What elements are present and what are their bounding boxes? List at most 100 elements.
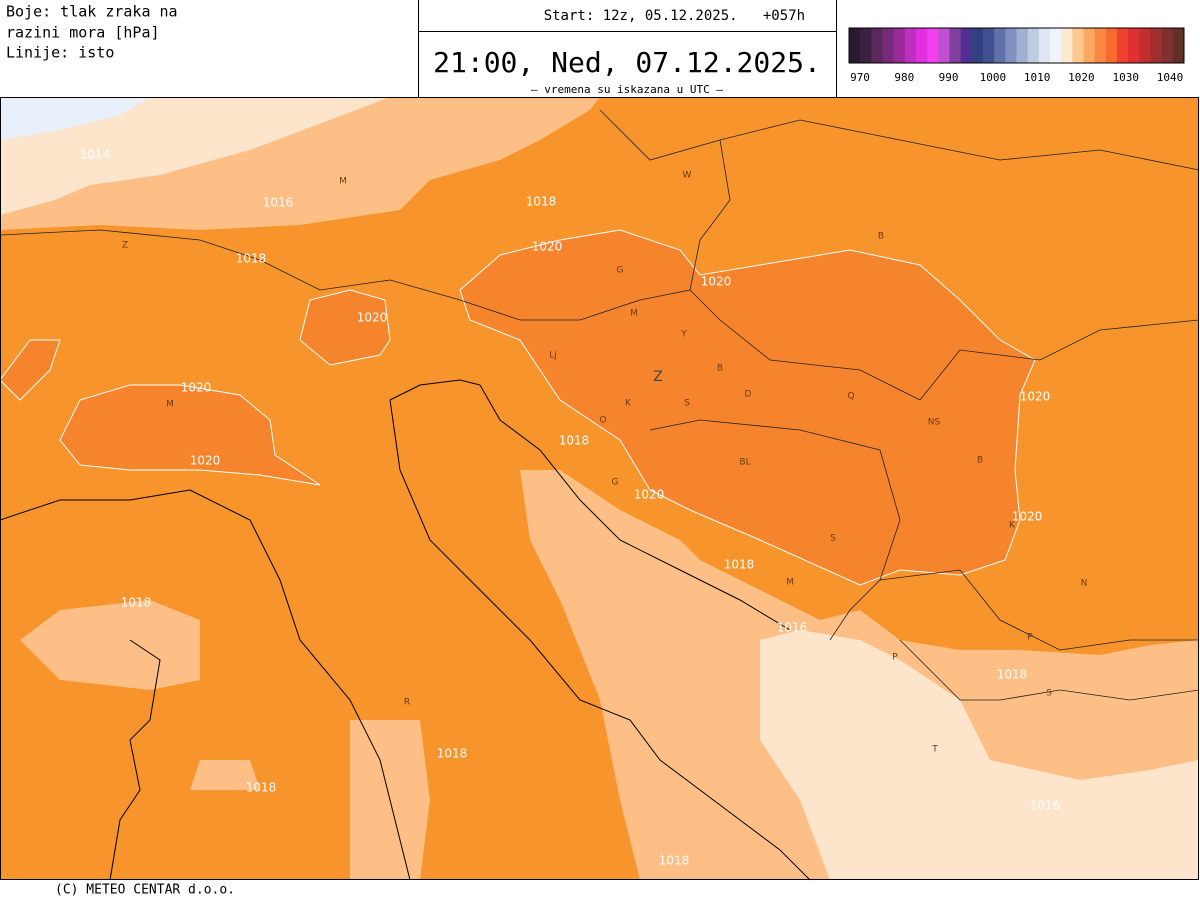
- contour-label: 1018: [559, 434, 590, 448]
- contour-label: 1018: [724, 558, 755, 572]
- colorbar-tick-label: 1030: [1112, 71, 1139, 84]
- place-label: Lj: [549, 351, 557, 361]
- colorbar-cell: [949, 28, 962, 63]
- colorbar-tick-label: 1040: [1157, 71, 1184, 84]
- map-labels: 1014 1016 1018 1018 1020 1020 1020 1020 1020 1020…: [80, 148, 1088, 868]
- colorbar-tick-label: 990: [939, 71, 959, 84]
- colorbar-frame: [848, 27, 1185, 64]
- region-1020: [459, 229, 1036, 586]
- colorbar-cell: [1050, 28, 1062, 63]
- valid-time: 21:00, Ned, 07.12.2025.: [433, 46, 821, 79]
- region-1020: [59, 384, 321, 486]
- place-label: B: [977, 456, 983, 466]
- contour-label: 1020: [357, 311, 388, 325]
- legend-line: Boje: tlak zraka na: [6, 3, 178, 21]
- colorbar-tick-label: 980: [894, 71, 914, 84]
- region-1014: [0, 97, 390, 215]
- run-info: Start: 12z, 05.12.2025. +057h: [544, 8, 805, 24]
- region-1016: [190, 760, 260, 790]
- contour-label: 1018: [437, 747, 468, 761]
- place-label: S: [1046, 689, 1052, 699]
- colorbar-cell: [1161, 28, 1174, 63]
- colorbar-cell: [893, 28, 906, 63]
- colorbar-cell: [1105, 28, 1118, 63]
- place-label: G: [612, 478, 619, 488]
- place-label: O: [599, 416, 606, 426]
- colorbar-cell: [1027, 28, 1040, 63]
- colorbar-cell: [960, 28, 973, 63]
- colorbar-cell: [1038, 28, 1051, 63]
- place-label: D: [745, 390, 752, 400]
- contour-label: 1016: [1030, 799, 1061, 813]
- place-label: R: [404, 698, 410, 708]
- contour-label: 1020: [190, 454, 221, 468]
- colorbar-tick-label: 1000: [980, 71, 1007, 84]
- colorbar-cell: [983, 28, 995, 63]
- contour-label: 1020: [1012, 510, 1043, 524]
- place-label: P: [892, 653, 898, 663]
- place-label: P: [1027, 633, 1033, 643]
- contour-label: 1020: [701, 275, 732, 289]
- place-label: M: [339, 177, 347, 187]
- contour-label: 1016: [263, 196, 294, 210]
- colorbar-cell: [871, 28, 883, 63]
- region-1016: [20, 600, 200, 690]
- colorbar-cell: [1061, 28, 1073, 63]
- place-label: NS: [928, 418, 941, 428]
- colorbar-cell: [1150, 28, 1163, 63]
- place-label: B: [878, 232, 884, 242]
- contour-label: 1018: [526, 195, 557, 209]
- place-label: K: [625, 399, 632, 409]
- colorbar-cell: [1117, 28, 1129, 63]
- place-label: M: [166, 400, 174, 410]
- place-label: M: [786, 578, 794, 588]
- map-frame: [0, 97, 1199, 880]
- place-label: Q: [847, 392, 854, 402]
- colorbar-cell: [1139, 28, 1151, 63]
- colorbar-cell: [1128, 28, 1140, 63]
- colorbar-cell: [916, 28, 928, 63]
- contour-label: 1020: [1020, 390, 1051, 404]
- utc-note: – vremena su iskazana u UTC –: [531, 83, 723, 96]
- colorbar-cell: [849, 28, 861, 63]
- place-label: W: [683, 171, 692, 181]
- copyright: (C) METEO CENTAR d.o.o.: [55, 883, 235, 898]
- colorbar-tick-label: 1020: [1068, 71, 1095, 84]
- colorbar-cell: [927, 28, 939, 63]
- place-label: M: [630, 309, 638, 319]
- region-1012: [0, 97, 150, 140]
- map: 1014 1016 1018 1018 1020 1020 1020 1020 1020 1020…: [0, 97, 1200, 881]
- coastlines: [0, 379, 811, 881]
- colorbar-tick-label: 970: [850, 71, 870, 84]
- contour-label: 1020: [532, 240, 563, 254]
- colorbar-cell: [1016, 28, 1029, 63]
- place-label: Y: [680, 330, 687, 340]
- colorbar-cell: [938, 28, 950, 63]
- contour-label: 1018: [121, 596, 152, 610]
- contour-label: 1016: [777, 621, 808, 635]
- colorbar: 970 980 990 1000 1010 1020 1030 1040: [848, 27, 1185, 84]
- place-label: Z: [122, 241, 128, 251]
- legend-line: razini mora [hPa]: [6, 24, 160, 42]
- colorbar-cell: [1172, 28, 1185, 63]
- borders: [0, 109, 1200, 701]
- contour-label: 1018: [246, 781, 277, 795]
- contour-label: 1018: [659, 854, 690, 868]
- colorbar-cell: [882, 28, 895, 63]
- place-label: Z: [653, 369, 663, 385]
- contour-label: 1020: [634, 488, 665, 502]
- colorbar-cell: [1005, 28, 1017, 63]
- region-1014: [760, 630, 1199, 880]
- colorbar-cell: [860, 28, 872, 63]
- place-label: K: [1009, 521, 1016, 531]
- contour-label: 1018: [997, 668, 1028, 682]
- colorbar-cell: [994, 28, 1006, 63]
- place-label: G: [617, 266, 624, 276]
- colorbar-cell: [1094, 28, 1107, 63]
- place-label: S: [830, 534, 836, 544]
- legend-line: Linije: isto: [6, 44, 114, 62]
- colorbar-tick-label: 1010: [1024, 71, 1051, 84]
- colorbar-cell: [971, 28, 984, 63]
- place-label: N: [1081, 579, 1088, 589]
- region-1020: [0, 339, 61, 401]
